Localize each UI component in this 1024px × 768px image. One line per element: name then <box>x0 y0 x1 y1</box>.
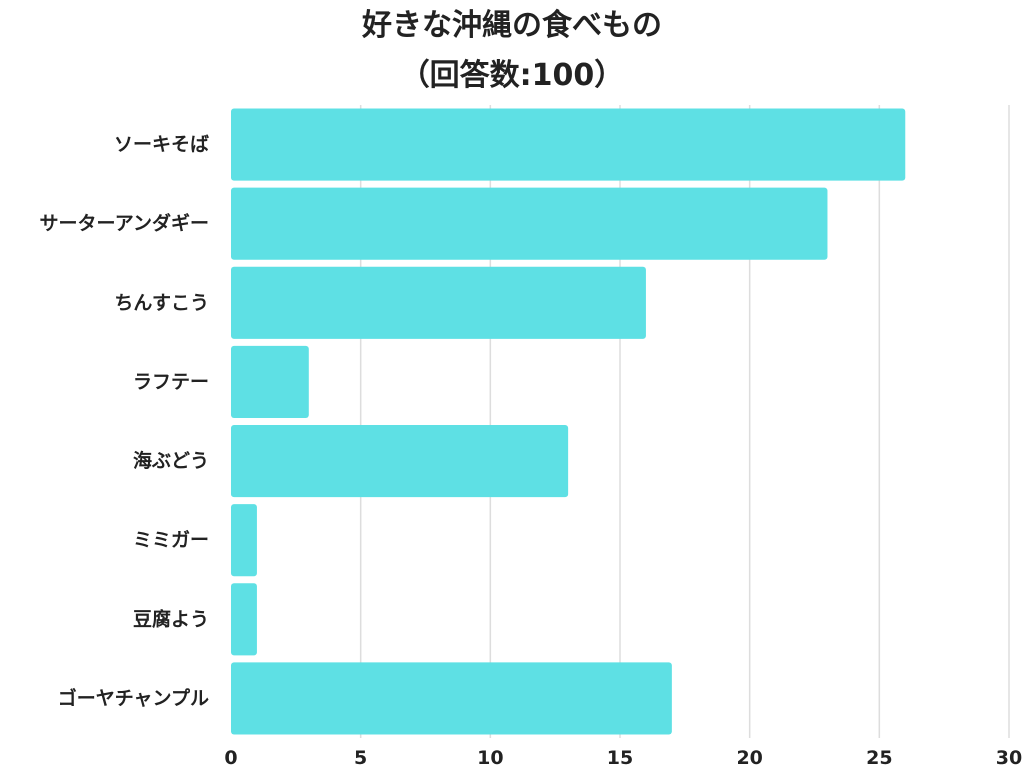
bar-7 <box>231 583 257 656</box>
bar-8 <box>231 662 672 735</box>
bar-1 <box>231 108 906 181</box>
chart-title: 好きな沖縄の食べもの <box>362 8 662 43</box>
x-tick-label-20: 20 <box>736 747 762 768</box>
bar-4 <box>231 345 309 418</box>
category-label-5: 海ぶどう <box>133 449 209 472</box>
x-tick-label-5: 5 <box>354 747 367 768</box>
bar-6 <box>231 504 257 577</box>
bar-5 <box>231 425 569 498</box>
category-label-2: サーターアンダギー <box>40 212 209 235</box>
x-tick-label-25: 25 <box>866 747 892 768</box>
bar-3 <box>231 266 646 339</box>
chart-subtitle: （回答数:100） <box>399 58 625 93</box>
x-tick-label-15: 15 <box>607 747 633 768</box>
category-label-1: ソーキそば <box>114 134 209 156</box>
category-label-7: 豆腐よう <box>133 607 209 630</box>
category-label-6: ミミガー <box>133 529 209 551</box>
category-label-4: ラフテー <box>133 371 209 393</box>
bar-2 <box>231 187 828 260</box>
category-label-8: ゴーヤチャンプル <box>58 686 209 709</box>
x-tick-label-0: 0 <box>224 747 237 768</box>
category-label-3: ちんすこう <box>114 292 209 314</box>
x-tick-label-30: 30 <box>996 747 1022 768</box>
x-tick-label-10: 10 <box>477 747 503 768</box>
